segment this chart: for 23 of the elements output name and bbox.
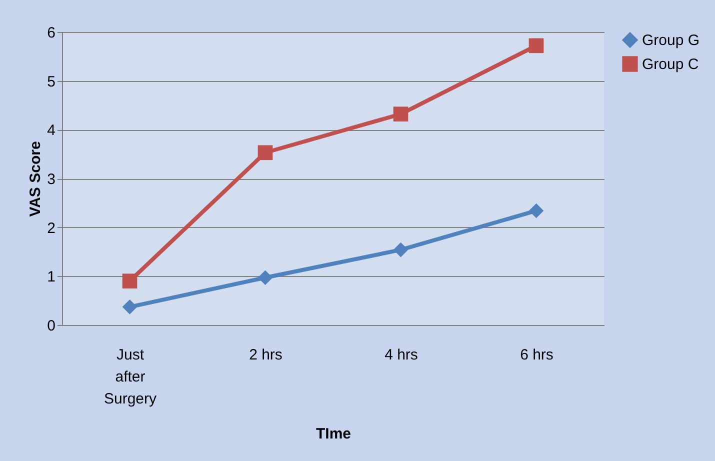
y-axis-title: VAS Score	[27, 141, 44, 217]
y-tick-label: 4	[47, 122, 56, 140]
legend-label: Group C	[642, 56, 699, 73]
y-tick-label: 6	[47, 24, 56, 42]
y-tick-label: 2	[47, 220, 56, 237]
point	[393, 106, 408, 122]
y-tick-label: 0	[47, 318, 56, 334]
x-tick-label: Just after Surgery	[104, 346, 158, 408]
x-tick-label: 2 hrs	[249, 346, 282, 364]
point	[258, 270, 273, 286]
y-tick-label: 5	[47, 73, 56, 90]
y-tick-label: 1	[47, 268, 56, 286]
point	[122, 274, 138, 288]
x-tick-label: 6 hrs	[520, 346, 554, 364]
point	[528, 203, 544, 218]
x-tick-label: 4 hrs	[384, 346, 418, 364]
point	[528, 38, 544, 54]
legend-label: Group G	[642, 32, 700, 49]
y-tick-label: 3	[47, 171, 56, 188]
point	[122, 300, 138, 314]
point	[393, 242, 408, 258]
x-axis-title: TIme	[316, 426, 352, 442]
point	[258, 145, 273, 160]
